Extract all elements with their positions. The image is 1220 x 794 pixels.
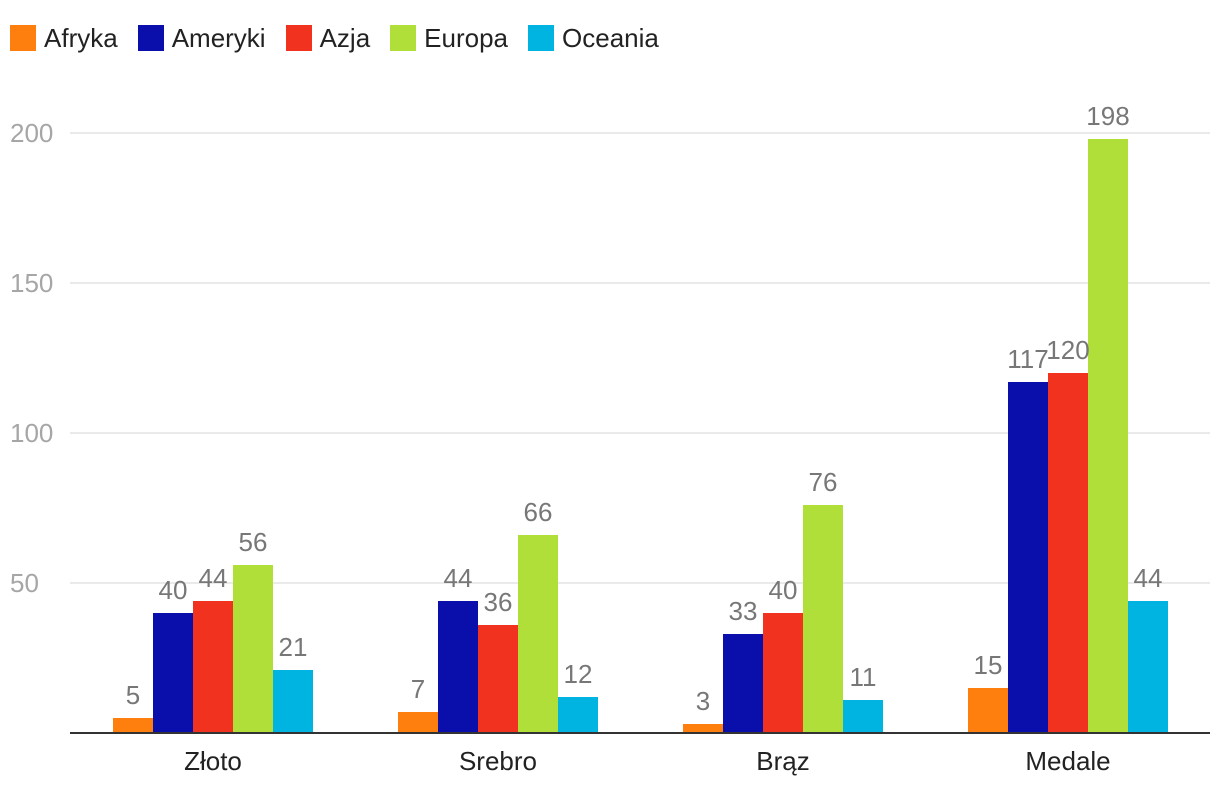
data-label: 44: [199, 563, 228, 593]
legend: Afryka Ameryki Azja Europa Oceania: [10, 18, 679, 58]
bar-oceania-2: [843, 700, 883, 733]
legend-label: Oceania: [562, 22, 659, 53]
bar-afryka-1: [398, 712, 438, 733]
bar-ameryki-3: [1008, 382, 1048, 733]
data-label: 3: [696, 686, 710, 716]
bar-ameryki-0: [153, 613, 193, 733]
data-label: 36: [484, 587, 513, 617]
legend-swatch: [10, 25, 36, 51]
legend-swatch: [285, 25, 312, 51]
y-tick-label: 150: [10, 268, 53, 298]
bar-afryka-2: [683, 724, 723, 733]
data-label: 198: [1086, 101, 1129, 131]
y-tick-label: 100: [10, 418, 53, 448]
bar-europa-0: [233, 565, 273, 733]
category-label: Medale: [1025, 746, 1110, 776]
data-label: 11: [850, 662, 877, 692]
bar-oceania-3: [1128, 601, 1168, 733]
bar-ameryki-2: [723, 634, 763, 733]
data-label: 15: [974, 650, 1003, 680]
y-axis-ticks: 50 100 150 200: [10, 118, 53, 598]
data-label: 66: [524, 497, 553, 527]
data-label: 7: [411, 674, 425, 704]
bar-afryka-3: [968, 688, 1008, 733]
data-label: 120: [1046, 335, 1089, 365]
legend-label: Ameryki: [171, 22, 266, 53]
data-label: 21: [279, 632, 308, 662]
bar-azja-0: [193, 601, 233, 733]
y-tick-label: 50: [10, 568, 39, 598]
data-label: 40: [159, 575, 188, 605]
legend-swatch: [137, 25, 164, 51]
category-label: Brąz: [756, 746, 809, 776]
legend-label: Afryka: [44, 22, 118, 53]
x-axis-categories: Złoto Srebro Brąz Medale: [184, 746, 1111, 776]
bars: [113, 139, 1168, 733]
legend-swatch: [390, 25, 417, 51]
legend-item-afryka: Afryka: [10, 23, 118, 54]
bar-oceania-0: [273, 670, 313, 733]
bar-europa-3: [1088, 139, 1128, 733]
data-label: 5: [126, 680, 140, 710]
category-label: Srebro: [459, 746, 537, 776]
bar-afryka-0: [113, 718, 153, 733]
legend-item-europa: Europa: [390, 23, 508, 54]
bar-azja-1: [478, 625, 518, 733]
bar-azja-2: [763, 613, 803, 733]
data-label: 44: [1134, 563, 1163, 593]
legend-label: Europa: [424, 22, 509, 53]
category-label: Złoto: [184, 746, 242, 776]
data-label: 44: [444, 563, 473, 593]
bar-europa-1: [518, 535, 558, 733]
legend-item-ameryki: Ameryki: [137, 22, 266, 54]
data-label: 56: [239, 527, 268, 557]
bar-azja-3: [1048, 373, 1088, 733]
legend-item-oceania: Oceania: [528, 23, 659, 54]
data-label: 40: [769, 575, 798, 605]
legend-label: Azja: [319, 22, 371, 53]
bar-europa-2: [803, 505, 843, 733]
data-label: 117: [1007, 344, 1048, 374]
bar-ameryki-1: [438, 601, 478, 733]
bar-oceania-1: [558, 697, 598, 733]
data-label: 76: [809, 467, 838, 497]
legend-item-azja: Azja: [285, 22, 371, 54]
data-label: 33: [729, 596, 758, 626]
legend-swatch: [528, 25, 555, 51]
data-label: 12: [564, 659, 593, 689]
y-tick-label: 200: [10, 118, 53, 148]
